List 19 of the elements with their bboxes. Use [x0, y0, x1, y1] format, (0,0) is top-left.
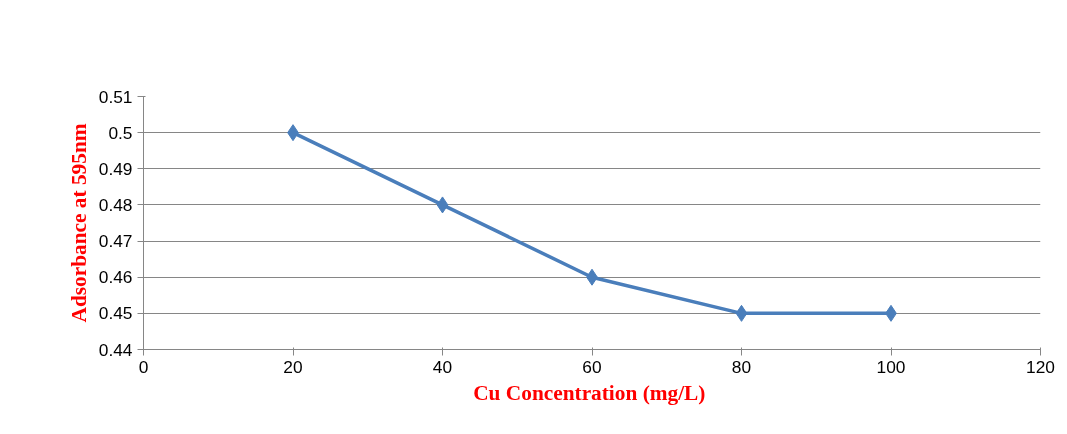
- x-tick-label: 80: [731, 356, 752, 377]
- y-tick-label: 0.51: [98, 86, 133, 107]
- y-tick-label: 0.44: [98, 339, 133, 360]
- x-tick-label: 40: [432, 356, 453, 377]
- point: [436, 196, 449, 214]
- x-tick-label: 0: [138, 356, 149, 377]
- x-tick-label: 100: [876, 356, 906, 377]
- y-tick-label: 0.46: [98, 267, 133, 288]
- y-tick-label: 0.48: [98, 194, 133, 215]
- x-tick-label: 60: [582, 356, 602, 377]
- y-axis-title: Adsorbance at 595nm: [66, 123, 91, 323]
- y-tick-label: 0.5: [108, 122, 133, 143]
- x-axis-title: Cu Concentration (mg/L): [473, 380, 706, 405]
- point: [735, 304, 748, 322]
- x-tick-label: 120: [1026, 356, 1055, 377]
- y-tick-label: 0.49: [98, 158, 133, 179]
- y-tick-label: 0.45: [98, 303, 133, 324]
- x-tick-label: 20: [283, 356, 303, 377]
- y-tick-label: 0.47: [98, 231, 133, 252]
